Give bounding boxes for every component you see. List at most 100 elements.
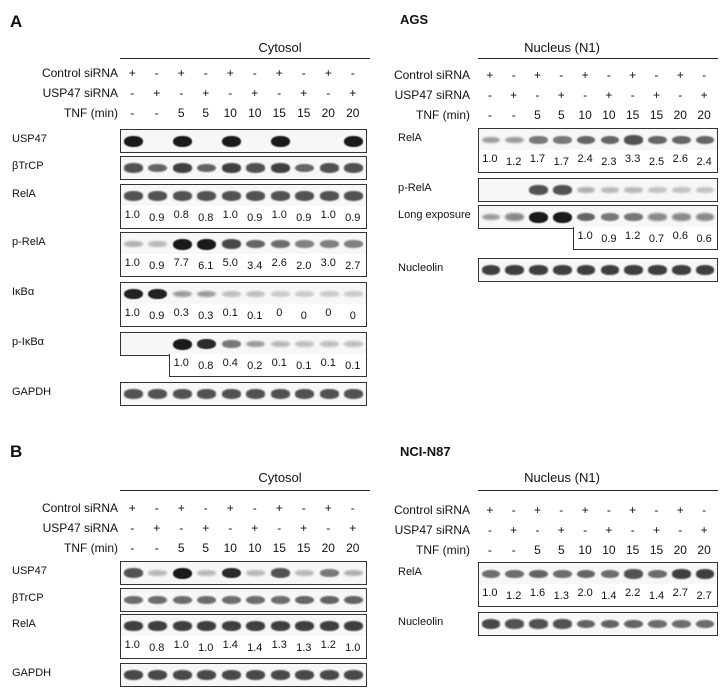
quantification-value: 1.0: [482, 153, 498, 165]
protein-band: [197, 163, 217, 173]
protein-band: [123, 288, 143, 300]
condition-symbol: +: [251, 521, 259, 535]
protein-band: [221, 595, 241, 605]
quantification-box: [478, 150, 718, 173]
blot-membrane: [120, 663, 367, 687]
quantification-value: 1.7: [529, 153, 546, 165]
quantification-value: 7.7: [173, 257, 189, 269]
protein-band: [270, 163, 290, 173]
protein-band: [553, 265, 572, 275]
protein-band: [344, 191, 364, 201]
protein-band: [148, 241, 168, 247]
condition-symbol: +: [202, 521, 210, 535]
condition-symbol: -: [154, 106, 159, 120]
protein-band: [270, 595, 290, 605]
quantification-value: 0.1: [247, 310, 263, 322]
protein-band: [172, 163, 192, 173]
blot-label: p-RelA: [398, 182, 432, 194]
condition-symbol: +: [275, 66, 283, 80]
quantification-value: 1.4: [601, 590, 617, 602]
quantification-value: 1.7: [553, 156, 569, 168]
condition-symbol: 15: [297, 106, 311, 120]
quantification-value: 2.5: [648, 156, 665, 168]
protein-band: [197, 238, 217, 250]
protein-band: [197, 389, 217, 399]
condition-symbol: -: [228, 86, 233, 100]
quantification-value: 1.0: [482, 587, 498, 599]
quantification-box: [120, 636, 367, 659]
protein-band: [270, 291, 290, 297]
protein-band: [246, 570, 266, 576]
blot-membrane: [478, 178, 718, 202]
protein-band: [319, 163, 339, 173]
blot-label: p-RelA: [12, 236, 46, 248]
panel-letter: B: [10, 442, 23, 461]
protein-band: [123, 670, 143, 680]
condition-label-tnf-min: TNF (min): [64, 106, 118, 120]
blot-membrane: [478, 612, 718, 636]
quantification-value: 2.7: [696, 590, 712, 602]
condition-symbol: -: [606, 503, 611, 517]
condition-symbol: 5: [177, 541, 185, 555]
protein-band: [270, 670, 290, 680]
protein-band: [246, 595, 266, 605]
protein-band: [123, 621, 143, 631]
blot-label: USP47: [12, 565, 47, 577]
quantification-value: 0.1: [320, 357, 336, 369]
protein-band: [624, 265, 643, 275]
blot-membrane: [478, 205, 718, 229]
blot-membrane: [478, 128, 718, 152]
quantification-value: 1.3: [271, 639, 287, 651]
condition-symbol: +: [226, 501, 234, 515]
quantification-value: 1.4: [648, 590, 665, 602]
condition-symbol: 10: [578, 543, 592, 557]
quantification-value: 0.9: [149, 212, 165, 224]
quantification-value: 1.6: [529, 587, 546, 599]
protein-band: [270, 239, 290, 249]
protein-band: [221, 163, 241, 173]
condition-symbol: 10: [602, 108, 616, 122]
condition-symbol: -: [350, 66, 355, 80]
protein-band: [246, 389, 266, 399]
protein-band: [553, 185, 572, 195]
condition-symbol: 5: [534, 108, 541, 122]
protein-band: [624, 187, 643, 193]
protein-band: [600, 619, 620, 629]
quantification-value: 1.3: [553, 590, 569, 602]
blot-label: GAPDH: [12, 386, 52, 398]
condition-symbol: -: [678, 523, 683, 537]
condition-symbol: +: [510, 88, 518, 102]
condition-symbol: +: [177, 501, 185, 515]
condition-symbol: -: [535, 523, 540, 537]
condition-symbol: +: [510, 523, 518, 537]
condition-symbol: 5: [534, 543, 541, 557]
protein-band: [246, 163, 266, 173]
protein-band: [295, 341, 315, 347]
condition-symbol: -: [487, 108, 492, 122]
protein-band: [648, 265, 667, 275]
protein-band: [319, 240, 339, 248]
protein-band: [529, 569, 548, 579]
condition-symbol: -: [511, 543, 516, 557]
protein-band: [197, 570, 217, 576]
quantification-value: 1.0: [345, 642, 361, 654]
quantification-value: 1.0: [124, 307, 140, 319]
protein-band: [481, 569, 501, 579]
quantification-value: 2.7: [672, 587, 688, 599]
condition-symbol: 20: [697, 543, 711, 557]
protein-band: [221, 135, 241, 147]
condition-symbol: +: [349, 521, 357, 535]
protein-band: [221, 291, 241, 297]
quantification-value: 0.1: [296, 360, 312, 372]
protein-band: [695, 569, 715, 579]
quantification-value: 1.2: [506, 590, 522, 602]
protein-band: [295, 291, 315, 297]
fraction-underline: [120, 58, 370, 59]
protein-band: [505, 619, 524, 629]
condition-symbol: 5: [202, 541, 210, 555]
condition-symbol: 15: [626, 108, 640, 122]
protein-band: [695, 135, 715, 145]
condition-symbol: -: [301, 501, 306, 515]
condition-symbol: 20: [346, 541, 360, 555]
protein-band: [123, 135, 143, 147]
